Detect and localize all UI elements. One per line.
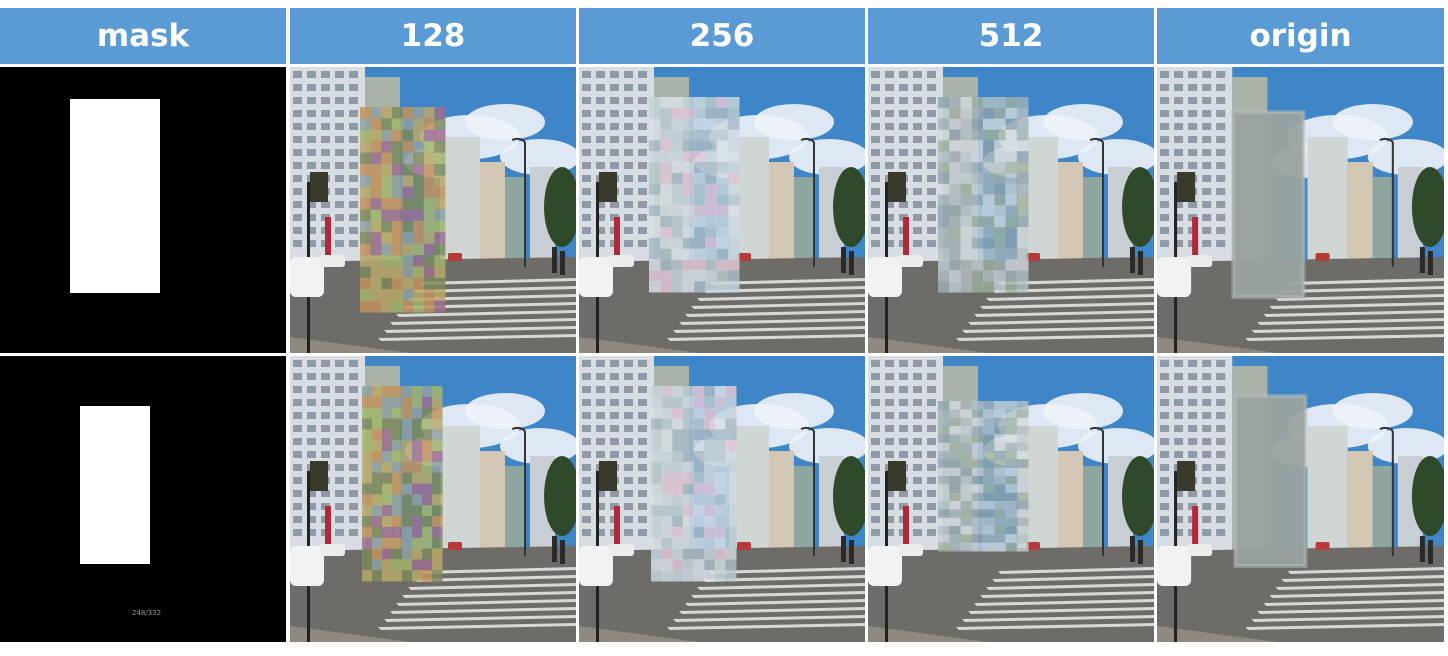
street-scene	[290, 67, 576, 353]
result-128-row1	[290, 67, 576, 353]
header-512: 512	[868, 8, 1154, 64]
result-256-row1	[579, 67, 865, 353]
street-scene	[1157, 67, 1444, 353]
street-scene	[1157, 356, 1444, 642]
street-scene	[579, 67, 865, 353]
mask-image-row2: 248/332	[0, 356, 286, 642]
result-origin-row2	[1157, 356, 1444, 642]
result-128-row2	[290, 356, 576, 642]
header-256: 256	[579, 8, 865, 64]
street-scene	[290, 356, 576, 642]
mask-image-row1	[0, 67, 286, 353]
result-512-row2	[868, 356, 1154, 642]
result-512-row1	[868, 67, 1154, 353]
header-128: 128	[290, 8, 576, 64]
result-256-row2	[579, 356, 865, 642]
header-mask: mask	[0, 8, 286, 64]
header-origin: origin	[1157, 8, 1444, 64]
street-scene	[579, 356, 865, 642]
result-origin-row1	[1157, 67, 1444, 353]
street-scene	[868, 356, 1154, 642]
street-scene	[868, 67, 1154, 353]
mask-caption: 248/332	[132, 609, 162, 617]
